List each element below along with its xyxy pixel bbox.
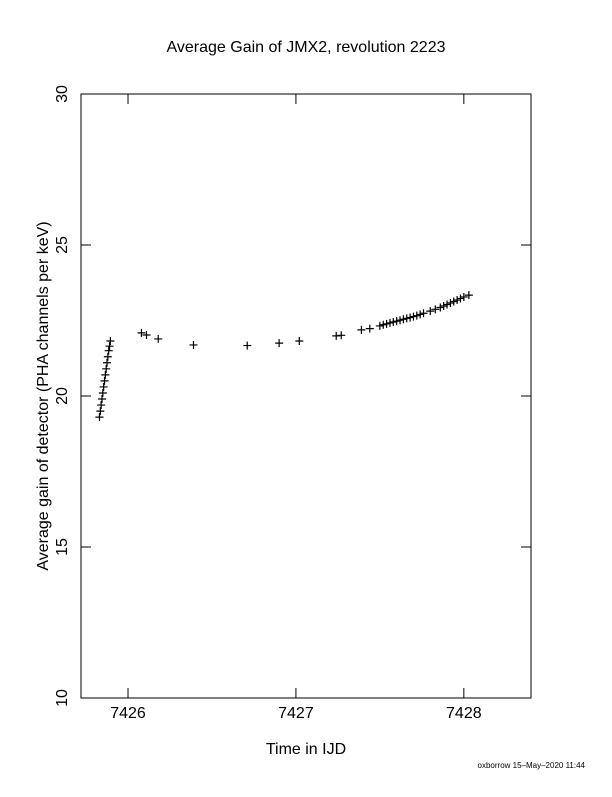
- point: [96, 407, 105, 416]
- point: [436, 303, 445, 312]
- point: [97, 401, 106, 410]
- y-axis-label: Average gain of detector (PHA channels p…: [35, 221, 52, 570]
- point: [142, 330, 151, 339]
- point: [105, 342, 114, 351]
- point: [419, 309, 428, 318]
- point: [409, 312, 418, 321]
- point: [385, 318, 394, 327]
- point: [396, 316, 405, 325]
- point: [439, 302, 448, 311]
- point: [402, 314, 411, 323]
- point: [103, 352, 112, 361]
- y-tick-label: 15: [54, 538, 71, 556]
- point: [295, 337, 304, 346]
- point: [375, 321, 384, 330]
- y-tick-label: 20: [54, 387, 71, 405]
- point: [389, 318, 398, 327]
- x-tick-label: 7426: [110, 705, 146, 722]
- point: [412, 311, 421, 320]
- point: [453, 295, 462, 304]
- point: [431, 305, 440, 314]
- point: [332, 331, 341, 340]
- x-axis-label: Time in IJD: [266, 741, 346, 758]
- point: [426, 307, 435, 316]
- point: [464, 291, 473, 300]
- y-tick-label: 25: [54, 236, 71, 254]
- point: [399, 315, 408, 324]
- point: [243, 341, 252, 350]
- point: [443, 300, 452, 309]
- point: [106, 337, 115, 346]
- point: [104, 346, 113, 355]
- point: [189, 340, 198, 349]
- point: [446, 298, 455, 307]
- point: [449, 297, 458, 306]
- point: [103, 358, 112, 367]
- point: [365, 324, 374, 333]
- point: [137, 328, 146, 337]
- point: [459, 292, 468, 301]
- point: [456, 294, 465, 303]
- point: [98, 388, 107, 397]
- point: [100, 376, 109, 385]
- x-tick-label: 7427: [278, 705, 314, 722]
- point: [357, 325, 366, 334]
- chart-title: Average Gain of JMX2, revolution 2223: [167, 39, 446, 56]
- point: [379, 320, 388, 329]
- point: [154, 334, 163, 343]
- x-tick-label: 7428: [446, 705, 482, 722]
- footer: oxborrow 15–May–2020 11:44: [478, 761, 586, 770]
- point: [406, 313, 415, 322]
- point: [416, 310, 425, 319]
- point: [382, 319, 391, 328]
- y-tick-label: 10: [54, 689, 71, 707]
- point: [95, 413, 104, 422]
- point: [99, 382, 108, 391]
- point: [392, 317, 401, 326]
- point: [275, 339, 284, 348]
- point: [97, 395, 106, 404]
- point: [337, 331, 346, 340]
- point: [102, 364, 111, 373]
- y-tick-label: 30: [54, 85, 71, 103]
- point: [101, 370, 110, 379]
